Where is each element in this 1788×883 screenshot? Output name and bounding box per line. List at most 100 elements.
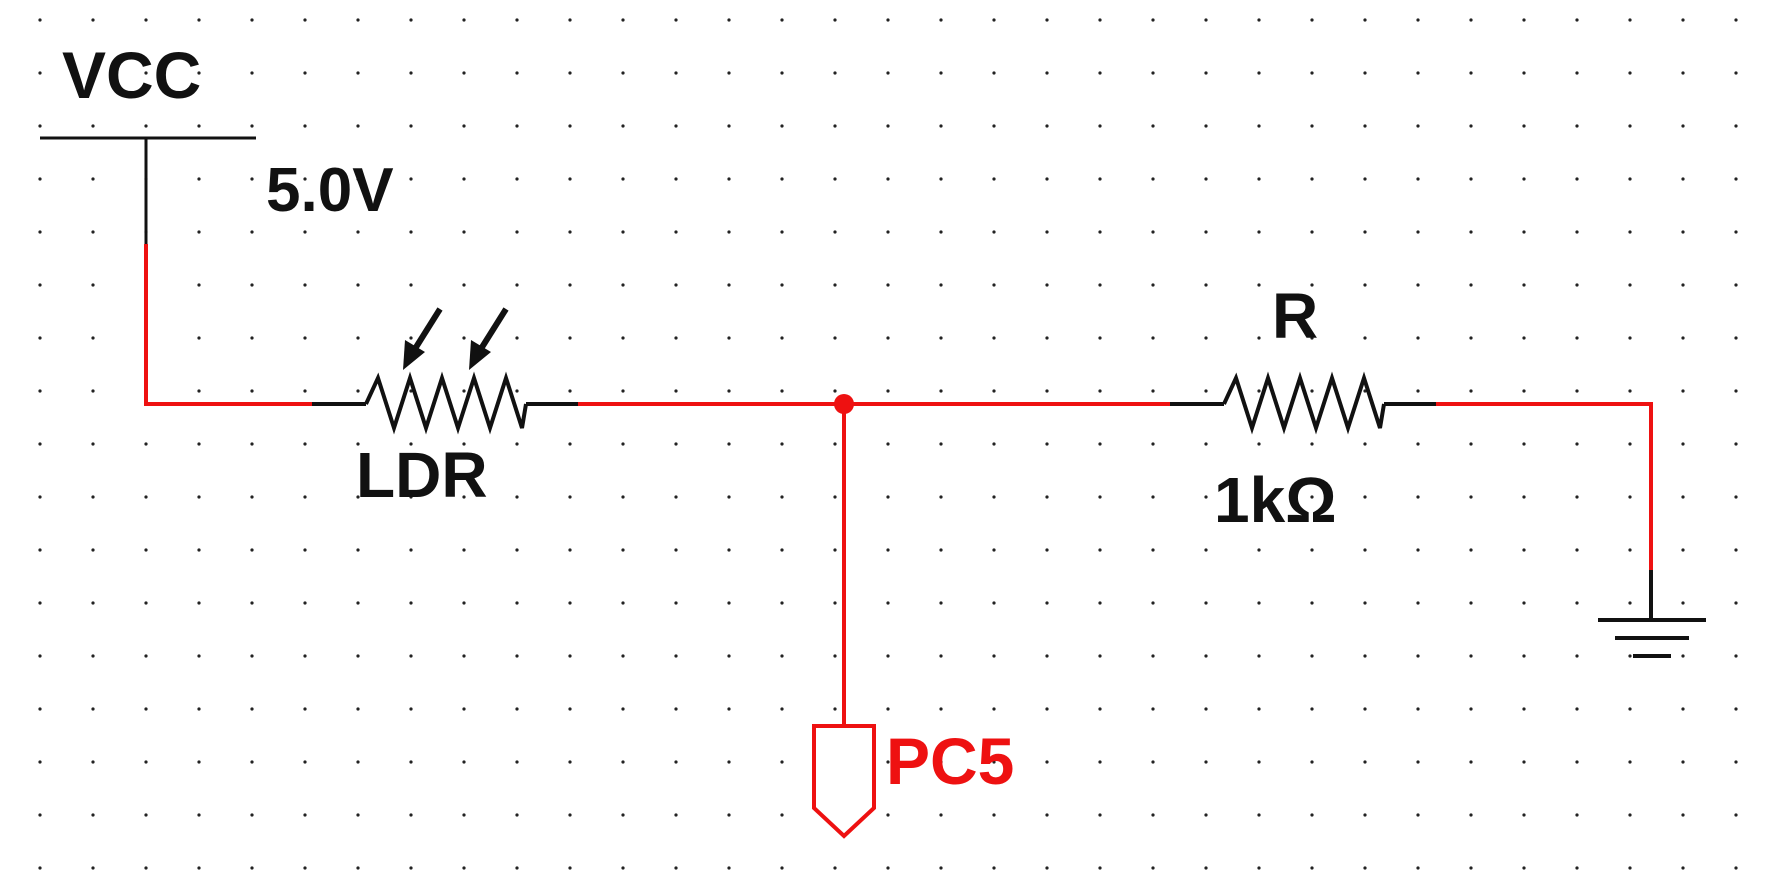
grid-dot <box>1045 707 1049 711</box>
grid-dot <box>1151 495 1155 499</box>
grid-dot <box>1045 18 1049 22</box>
grid-dot <box>1151 389 1155 393</box>
grid-dot <box>1045 495 1049 499</box>
grid-dot <box>568 124 572 128</box>
grid-dot <box>1363 654 1367 658</box>
grid-dot <box>568 601 572 605</box>
grid-dot <box>833 654 837 658</box>
grid-dot <box>1681 124 1685 128</box>
grid-dot <box>356 654 360 658</box>
grid-dot <box>409 813 413 817</box>
grid-dot <box>462 707 466 711</box>
grid-dot <box>674 336 678 340</box>
grid-dot <box>1151 654 1155 658</box>
grid-dot <box>886 283 890 287</box>
grid-dot <box>1098 442 1102 446</box>
grid-dot <box>1575 442 1579 446</box>
grid-dot <box>91 177 95 181</box>
grid-dot <box>1681 654 1685 658</box>
grid-dot <box>674 495 678 499</box>
grid-dot <box>568 654 572 658</box>
grid-dot <box>1681 283 1685 287</box>
grid-dot <box>1469 813 1473 817</box>
grid-dot <box>515 760 519 764</box>
grid-dot <box>1204 760 1208 764</box>
grid-dot <box>462 760 466 764</box>
grid-dot <box>91 389 95 393</box>
grid-dot <box>833 177 837 181</box>
grid-dot <box>515 18 519 22</box>
grid-dot <box>250 124 254 128</box>
grid-dot <box>939 442 943 446</box>
grid-dot <box>1045 548 1049 552</box>
grid-dot <box>621 442 625 446</box>
grid-dot <box>833 230 837 234</box>
resistor-component[interactable]: R 1kΩ <box>1170 280 1436 536</box>
grid-dot <box>1522 707 1526 711</box>
grid-dot <box>515 389 519 393</box>
grid-dot <box>197 654 201 658</box>
grid-dot <box>1098 654 1102 658</box>
junction-node[interactable] <box>834 394 854 414</box>
ground-icon[interactable] <box>1598 570 1706 658</box>
grid-dot <box>1257 760 1261 764</box>
grid-dot <box>1628 177 1632 181</box>
grid-dot <box>886 336 890 340</box>
grid-dot <box>197 760 201 764</box>
grid-dot <box>462 548 466 552</box>
grid-dot <box>303 18 307 22</box>
grid-dot <box>1681 177 1685 181</box>
grid-dot <box>1098 495 1102 499</box>
grid-dot <box>727 177 731 181</box>
grid-dot <box>1257 71 1261 75</box>
grid-dot <box>1257 283 1261 287</box>
grid-dot <box>833 18 837 22</box>
resistor-value-label: 1kΩ <box>1214 464 1337 536</box>
grid-dot <box>1310 813 1314 817</box>
grid-dot <box>303 548 307 552</box>
grid-dot <box>1310 283 1314 287</box>
grid-dot <box>727 601 731 605</box>
grid-dot <box>1522 283 1526 287</box>
grid-dot <box>1469 707 1473 711</box>
grid-dot <box>1469 230 1473 234</box>
grid-dot <box>1681 866 1685 870</box>
vcc-power-symbol[interactable]: VCC 5.0V <box>40 38 394 244</box>
circuit-wires[interactable] <box>144 244 1653 726</box>
grid-dot <box>1469 389 1473 393</box>
grid-dot <box>886 71 890 75</box>
grid-dot <box>833 336 837 340</box>
grid-dot <box>1522 813 1526 817</box>
grid-dot <box>409 124 413 128</box>
grid-dot <box>621 283 625 287</box>
grid-dot <box>568 548 572 552</box>
grid-dot <box>568 18 572 22</box>
grid-dot <box>1628 760 1632 764</box>
grid-dot <box>1151 177 1155 181</box>
grid-dot <box>1363 283 1367 287</box>
grid-dot <box>409 654 413 658</box>
grid-dot <box>250 177 254 181</box>
grid-dot <box>1681 760 1685 764</box>
grid-dot <box>1045 813 1049 817</box>
grid-dot <box>1151 230 1155 234</box>
grid-dot <box>1681 442 1685 446</box>
grid-dot <box>1416 866 1420 870</box>
grid-dot <box>1575 18 1579 22</box>
grid-dot <box>303 336 307 340</box>
grid-dot <box>250 389 254 393</box>
grid-dot <box>1681 230 1685 234</box>
grid-dot <box>1575 336 1579 340</box>
grid-dot <box>833 389 837 393</box>
grid-dot <box>38 71 42 75</box>
grid-dot <box>1045 283 1049 287</box>
grid-dot <box>250 654 254 658</box>
pc5-connector[interactable]: PC5 <box>812 724 1014 839</box>
grid-dot <box>515 495 519 499</box>
grid-dot <box>1257 601 1261 605</box>
grid-dot <box>1098 336 1102 340</box>
grid-dot <box>727 548 731 552</box>
grid-dot <box>1045 654 1049 658</box>
grid-dot <box>1416 18 1420 22</box>
ldr-component[interactable]: LDR <box>312 307 578 511</box>
